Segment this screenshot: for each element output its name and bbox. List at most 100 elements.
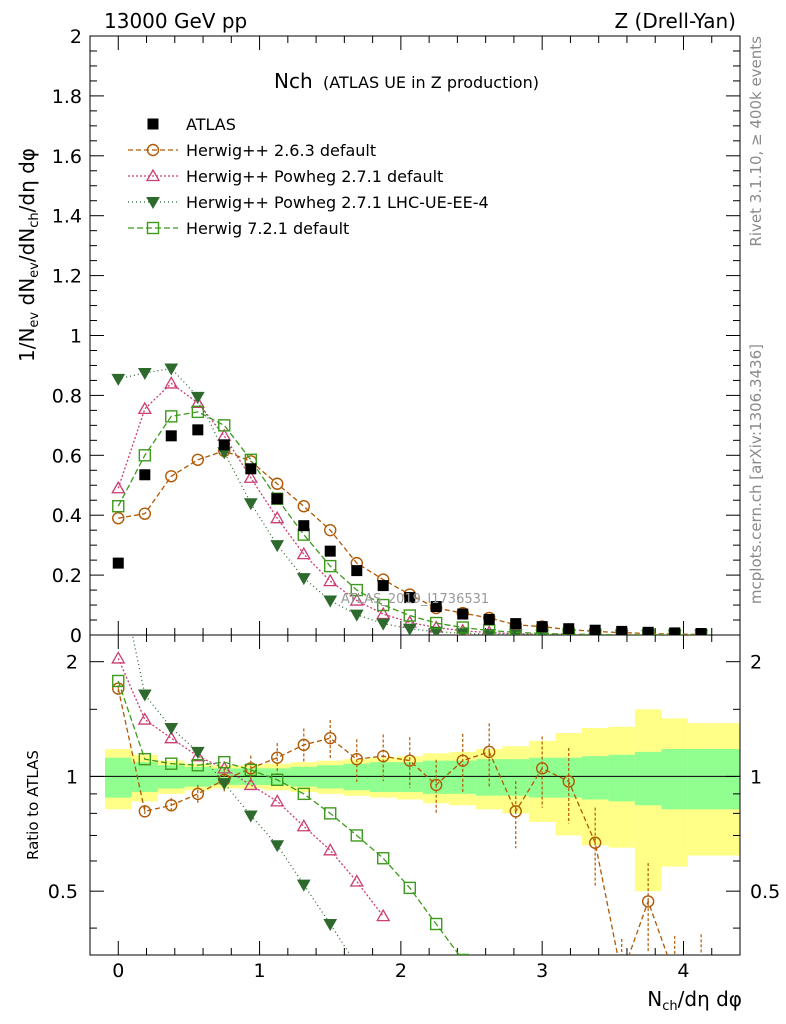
series-marker-main [456,621,469,634]
series-marker-main [111,480,126,494]
y-tick-label: 1.6 [52,146,82,168]
series-marker-main [165,470,178,483]
band-inner-bin [634,751,662,806]
y-axis-label-ratio: Ratio to ATLAS [24,750,42,860]
series-marker-ratio [588,836,602,849]
series-marker-ratio [138,752,152,766]
series-marker-main [482,624,496,635]
atlas-data-point [139,469,151,481]
series-marker-main [138,449,152,462]
legend-label: Herwig 7.2.1 default [186,219,349,238]
series-marker-main [271,477,284,490]
ratio-tick-label-right: 2 [750,652,762,674]
series-marker-ratio [429,917,443,931]
axis-ticks: 0 1 2 3 4 0 0.2 0.4 0.6 0.8 1 1.2 1.4 1.6 1.8 2 0.5 0.5 1 1… [48,26,780,982]
series-marker-main [190,391,205,404]
series-marker-ratio [297,738,310,752]
ratio-tick-label: 1 [66,766,78,788]
series-marker-ratio [296,879,311,892]
atlas-data-point [324,545,336,557]
series-marker-main [191,453,205,466]
series-line-ratio [117,680,460,955]
atlas-data-point [669,627,681,635]
series-marker-ratio [270,840,285,853]
series-marker-main [376,606,391,620]
series-marker-ratio [165,757,178,770]
series-marker-ratio [243,810,258,823]
mcplots-label: mcplots.cern.ch [arXiv:1306.3436] [747,344,765,604]
series-marker-main [164,363,179,376]
series-marker-main [138,507,152,520]
series-marker-main [165,410,178,423]
series-marker-ratio [137,712,152,725]
series-marker-ratio [456,953,469,955]
atlas-data-point [616,625,628,635]
series-marker-ratio [403,881,416,895]
series-marker-main [191,405,205,419]
series-marker-ratio [456,754,469,767]
atlas-data-point [642,626,654,635]
series-marker-ratio [562,775,575,788]
series-marker-ratio [218,755,231,769]
series-marker-ratio [191,759,205,772]
band-inner-bin [131,762,158,793]
atlas-data-point [218,439,230,451]
ratio-tick-label: 2 [66,652,78,674]
legend-label: Herwig++ Powheg 2.7.1 LHC-UE-EE-4 [186,193,489,212]
main-plot-series [111,363,709,635]
atlas-data-point [695,628,707,635]
atlas-data-point [351,565,363,577]
series-marker-main [164,376,179,389]
series-line-ratio [131,635,352,955]
series-marker-ratio [429,778,443,792]
legend-marker [146,143,160,157]
series-marker-main [218,419,231,432]
plot-title-sub: (ATLAS UE in Z production) [323,73,539,92]
plot-title-main: Nch [274,69,313,93]
legend-label: ATLAS [186,115,236,134]
series-marker-main [137,367,152,380]
series-marker-main [112,511,125,525]
atlas-data-point [430,601,442,613]
series-marker-ratio [164,730,179,744]
atlas-data-point [271,493,283,505]
atlas-data-point [563,623,575,635]
atlas-data-point [404,592,416,604]
series-marker-ratio [243,777,258,791]
atlas-data-point [589,624,601,635]
series-marker-main [323,595,338,608]
series-marker-ratio [323,842,338,856]
band-inner-bin [687,749,715,810]
watermark-text: ATLAS_2019_I1736531 [341,592,489,607]
series-marker-main [137,401,152,415]
series-marker-ratio [696,970,707,981]
series-marker-main [402,623,417,635]
series-marker-ratio [509,805,522,818]
series-marker-ratio [112,674,125,688]
process-label: Z (Drell-Yan) [614,9,736,33]
series-marker-ratio [324,731,337,745]
ratio-tick-label-right: 0.5 [750,881,780,903]
series-marker-main [349,593,364,606]
series-marker-main [190,395,205,409]
y-axis-label-main: 1/Nev dNev/dNch/dη dφ [15,148,42,362]
y-tick-label: 0.6 [52,445,82,467]
band-inner-bin [502,759,529,796]
series-marker-ratio [191,787,205,801]
band-inner-bin [714,749,740,810]
series-marker-ratio [137,689,152,702]
ratio-panel-frame [89,634,741,956]
legend-label: Herwig++ 2.6.3 default [186,141,376,160]
atlas-data-point [112,557,124,569]
atlas-data-point [510,618,522,630]
y-tick-label: 1.2 [52,266,82,288]
plot-title: Nch (ATLAS UE in Z production) [274,69,539,93]
energy-label: 13000 GeV pp [104,9,247,33]
series-marker-main [296,546,311,560]
y-tick-label: 1.4 [52,206,82,228]
series-marker-main [297,500,310,513]
x-tick-label: 4 [677,960,689,982]
series-marker-main [112,500,125,513]
series-marker-main [376,618,391,631]
